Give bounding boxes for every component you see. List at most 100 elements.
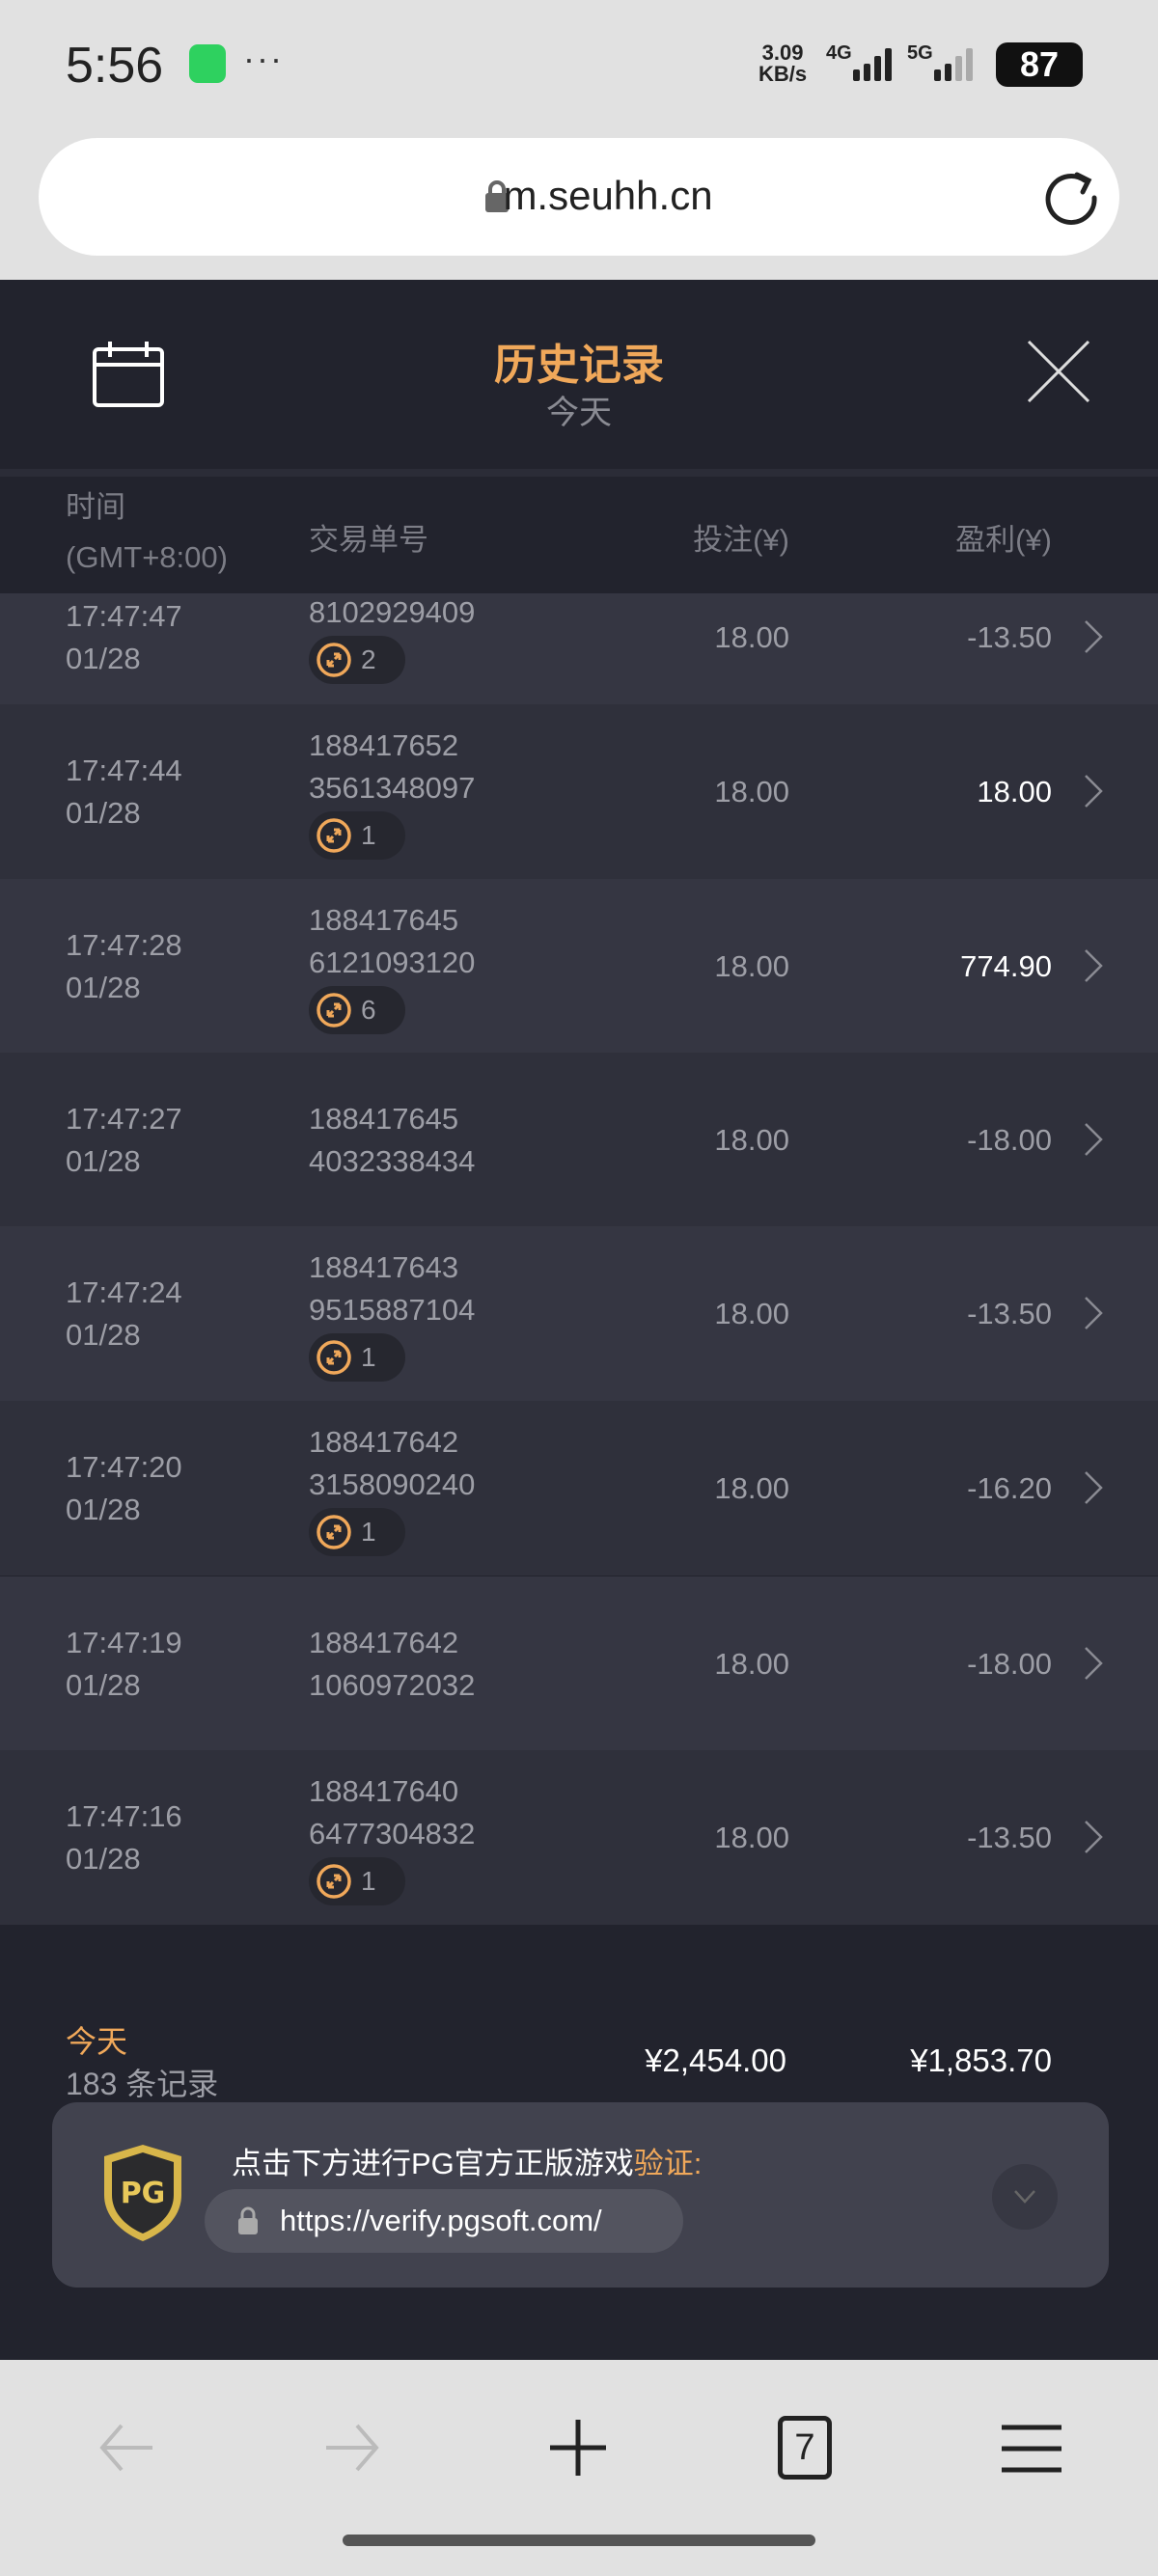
signal-icon (853, 48, 892, 81)
free-spin-count: 1 (361, 1516, 376, 1547)
free-spin-badge: 1 (309, 1507, 405, 1556)
free-spin-badge: 1 (309, 810, 405, 860)
order-id-part1: 188417645 (309, 902, 459, 937)
profit-amount: 774.90 (960, 948, 1052, 983)
close-icon[interactable] (1027, 340, 1090, 403)
table-row[interactable]: 17:47:44 01/28 188417652 3561348097 1 18.00… (0, 704, 1158, 879)
chevron-right-icon[interactable] (1083, 1296, 1104, 1330)
chevron-right-icon[interactable] (1083, 1122, 1104, 1157)
back-icon[interactable] (93, 2414, 160, 2481)
reload-icon[interactable] (1042, 169, 1100, 227)
network-speed: 3.09 KB/s (758, 42, 807, 85)
verify-highlight: 验证 (633, 2147, 694, 2180)
date: 01/28 (66, 641, 141, 675)
bet-amount: 18.00 (714, 948, 789, 983)
time: 17:47:20 (66, 1449, 182, 1484)
verify-url-link[interactable]: https://verify.pgsoft.com/ (205, 2189, 683, 2253)
profit-amount: -18.00 (967, 1646, 1052, 1681)
table-row[interactable]: 17:47:20 01/28 188417642 3158090240 1 18.00… (0, 1401, 1158, 1576)
table-row[interactable]: 17:47:27 01/28 188417645 4032338434 18.00 … (0, 1053, 1158, 1227)
order-id-part2: 3561348097 (309, 770, 476, 805)
col-profit: 盈利(¥) (955, 523, 1052, 557)
order-id-part1: 188417643 (309, 1249, 459, 1284)
forward-icon[interactable] (318, 2414, 386, 2481)
expand-button[interactable] (992, 2164, 1058, 2230)
table-row[interactable]: 17:47:19 01/28 188417642 1060972032 18.00 … (0, 1576, 1158, 1751)
bet-amount: 18.00 (714, 774, 789, 808)
net-speed-value: 3.09 (761, 41, 804, 65)
new-tab-icon[interactable] (544, 2414, 612, 2481)
address-bar[interactable]: m.seuhh.cn (39, 138, 1119, 256)
summary-footer: 今天 183 条记录 ¥2,454.00 ¥1,853.70 PG 点击下方进行… (0, 1958, 1158, 2360)
verify-url[interactable]: https://verify.pgsoft.com/ (280, 2204, 602, 2237)
time: 17:47:44 (66, 753, 182, 787)
url-text[interactable]: m.seuhh.cn (503, 173, 713, 218)
time-cell: 17:47:27 01/28 (66, 1053, 182, 1227)
free-spin-count: 6 (361, 994, 376, 1025)
order-id-part1: 188417642 (309, 1625, 459, 1659)
profit-amount: -18.00 (967, 1122, 1052, 1157)
free-spin-icon (315, 1862, 353, 1901)
date: 01/28 (66, 1667, 141, 1702)
chevron-down-icon (1014, 2190, 1035, 2204)
time-cell: 17:47:19 01/28 (66, 1576, 182, 1751)
summary-period: 今天 (66, 2024, 128, 2059)
date: 01/28 (66, 1317, 141, 1352)
sim1-label: 4G (826, 42, 852, 64)
free-spin-icon (315, 1513, 353, 1551)
home-indicator[interactable] (343, 2535, 815, 2546)
divider (0, 469, 1158, 477)
free-spin-icon (315, 816, 353, 855)
verify-card: PG 点击下方进行PG官方正版游戏验证: https://verify.pgso… (52, 2102, 1109, 2288)
order-cell: 8102929409 2 (309, 593, 475, 725)
bet-amount: 18.00 (714, 619, 789, 654)
free-spin-icon (315, 991, 353, 1029)
calendar-icon[interactable] (93, 340, 164, 409)
menu-icon[interactable] (998, 2414, 1065, 2481)
free-spin-badge: 1 (309, 1332, 405, 1382)
col-timezone: (GMT+8:00) (66, 540, 228, 574)
free-spin-count: 2 (361, 644, 376, 674)
order-cell: 188417645 4032338434 (309, 1053, 475, 1227)
table-row[interactable]: 17:47:28 01/28 188417645 6121093120 6 18.00… (0, 879, 1158, 1054)
time: 17:47:28 (66, 927, 182, 962)
date: 01/28 (66, 795, 141, 830)
order-id-part2: 4032338434 (309, 1143, 476, 1178)
time: 17:47:27 (66, 1101, 182, 1136)
order-id-part1: 188417642 (309, 1424, 459, 1459)
free-spin-count: 1 (361, 1341, 376, 1372)
lock-icon (238, 2206, 258, 2234)
table-row[interactable]: 17:47:24 01/28 188417643 9515887104 1 18.00… (0, 1226, 1158, 1401)
time-cell: 17:47:47 01/28 (66, 593, 182, 725)
free-spin-badge: 1 (309, 1856, 405, 1905)
time: 17:47:24 (66, 1274, 182, 1309)
status-bar: 5:56 ··· 3.09 KB/s 4G 5G 87 (0, 0, 1158, 135)
free-spin-badge: 6 (309, 985, 405, 1034)
order-id-part1: 188417652 (309, 727, 459, 762)
table-row[interactable]: 17:47:16 01/28 188417640 6477304832 1 18.00… (0, 1750, 1158, 1925)
total-profit: ¥1,853.70 (910, 2042, 1052, 2078)
record-list[interactable]: 17:47:47 01/28 8102929409 2 18.00 -13.50 1… (0, 593, 1158, 1958)
order-cell: 188417642 3158090240 1 (309, 1401, 475, 1576)
pg-logo: PG (104, 2145, 181, 2241)
chevron-right-icon[interactable] (1083, 948, 1104, 983)
chevron-right-icon[interactable] (1083, 774, 1104, 808)
profit-amount: -13.50 (967, 1296, 1052, 1330)
date: 01/28 (66, 970, 141, 1004)
free-spin-icon (315, 1338, 353, 1377)
chevron-right-icon[interactable] (1083, 1646, 1104, 1681)
clock: 5:56 (66, 38, 164, 94)
page-title: 历史记录 (494, 342, 664, 389)
tabs-button[interactable]: 7 (778, 2416, 832, 2480)
chevron-right-icon[interactable] (1083, 1470, 1104, 1505)
order-cell: 188417645 6121093120 6 (309, 879, 475, 1054)
date: 01/28 (66, 1492, 141, 1526)
order-id-part2: 6477304832 (309, 1816, 476, 1850)
date-filter-label: 今天 (546, 395, 612, 431)
wechat-icon (189, 44, 226, 83)
table-row[interactable]: 17:47:47 01/28 8102929409 2 18.00 -13.50 (0, 593, 1158, 725)
order-cell: 188417640 6477304832 1 (309, 1750, 475, 1925)
chevron-right-icon[interactable] (1083, 619, 1104, 654)
chevron-right-icon[interactable] (1083, 1820, 1104, 1854)
net-speed-unit: KB/s (758, 62, 808, 86)
